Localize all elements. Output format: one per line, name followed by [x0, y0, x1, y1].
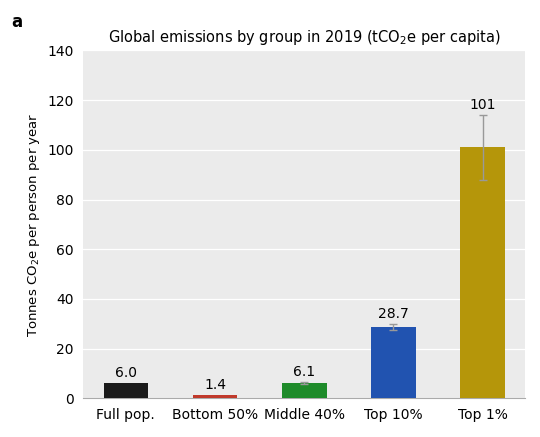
Bar	[371, 327, 416, 398]
Bar	[460, 147, 505, 398]
Bar	[282, 383, 327, 398]
Text: a: a	[11, 13, 22, 31]
Text: 28.7: 28.7	[378, 307, 409, 321]
Bar	[193, 395, 237, 398]
Text: 6.1: 6.1	[293, 365, 315, 379]
Text: 1.4: 1.4	[204, 378, 226, 392]
Y-axis label: Tonnes CO$_2$e per person per year: Tonnes CO$_2$e per person per year	[26, 112, 42, 336]
Text: 101: 101	[469, 98, 496, 112]
Bar	[104, 383, 148, 398]
Title: Global emissions by group in 2019 (tCO$_2$e per capita): Global emissions by group in 2019 (tCO$_…	[108, 28, 501, 47]
Text: 6.0: 6.0	[115, 366, 137, 380]
